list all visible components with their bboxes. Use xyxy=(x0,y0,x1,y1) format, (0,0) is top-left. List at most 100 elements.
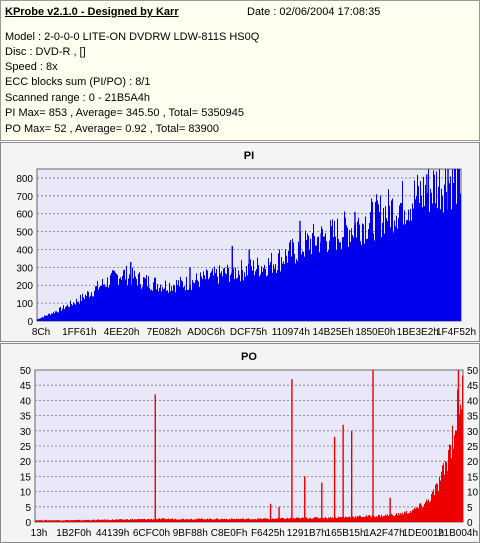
pi-chart: PI 0 100 200 300 400 500 600 700 800 8Ch 1FF61h 4EE2… xyxy=(16,150,476,338)
series-bar xyxy=(339,517,340,522)
spike-bar xyxy=(154,394,156,522)
series-bar xyxy=(331,226,332,321)
series-bar xyxy=(80,520,81,522)
chart-title: PO xyxy=(241,351,257,363)
series-bar xyxy=(231,272,232,321)
series-bar xyxy=(98,289,99,321)
series-bar xyxy=(333,237,334,321)
series-bar xyxy=(176,519,177,522)
y-tick-label: 400 xyxy=(16,245,33,256)
series-bar xyxy=(220,519,221,522)
series-bar xyxy=(211,271,212,321)
series-bar xyxy=(47,520,48,522)
series-bar xyxy=(177,519,178,522)
series-bar xyxy=(179,286,180,321)
series-bar xyxy=(159,287,160,321)
series-bar xyxy=(263,518,264,522)
series-bar xyxy=(317,237,318,321)
series-bar xyxy=(459,414,460,522)
series-bar xyxy=(210,273,211,321)
y-tick-label: 20 xyxy=(20,457,32,468)
series-bar xyxy=(298,241,299,321)
spike-bar xyxy=(304,476,306,522)
x-tick-label: 1FF61h xyxy=(62,327,96,338)
series-bar xyxy=(122,275,123,321)
series-bar xyxy=(105,286,106,321)
series-bar xyxy=(347,517,348,522)
series-bar xyxy=(285,249,286,321)
series-bar xyxy=(114,270,115,321)
y-tick-label-right: 15 xyxy=(467,472,479,483)
series-bar xyxy=(39,318,40,321)
series-bar xyxy=(382,516,383,522)
series-bar xyxy=(371,198,372,321)
series-bar xyxy=(366,515,367,522)
series-bar xyxy=(55,311,56,321)
series-bar xyxy=(121,519,122,522)
series-bar xyxy=(152,290,153,321)
series-bar xyxy=(117,519,118,522)
series-bar xyxy=(246,265,247,321)
series-bar xyxy=(101,520,102,522)
series-bar xyxy=(201,276,202,321)
series-bar xyxy=(305,518,306,522)
series-bar xyxy=(139,519,140,522)
series-bar xyxy=(251,266,252,321)
series-bar xyxy=(299,517,300,522)
series-bar xyxy=(257,518,258,522)
series-bar xyxy=(380,516,381,522)
series-bar xyxy=(293,517,294,522)
series-bar xyxy=(45,519,46,522)
ecc-line: ECC blocks sum (PI/PO) : 8/1 xyxy=(5,76,151,88)
series-bar xyxy=(294,253,295,321)
series-bar xyxy=(460,404,461,522)
series-bar xyxy=(428,169,429,321)
series-bar xyxy=(359,224,360,321)
series-bar xyxy=(144,518,145,522)
series-bar xyxy=(456,430,457,522)
series-bar xyxy=(92,519,93,522)
series-bar xyxy=(446,462,447,522)
scan-date: Date : 02/06/2004 17:08:35 xyxy=(247,6,381,18)
series-bar xyxy=(263,267,264,321)
series-bar xyxy=(400,512,401,522)
y-tick-label: 10 xyxy=(20,488,32,499)
series-bar xyxy=(171,286,172,321)
series-bar xyxy=(379,515,380,522)
series-bar xyxy=(158,291,159,321)
series-bar xyxy=(397,515,398,522)
series-bar xyxy=(392,198,393,321)
series-bar xyxy=(282,517,283,522)
series-bar xyxy=(61,520,62,522)
series-bar xyxy=(197,519,198,522)
series-bar xyxy=(191,290,192,321)
series-bar xyxy=(253,260,254,321)
series-bar xyxy=(401,514,402,522)
series-bar xyxy=(208,519,209,522)
series-bar xyxy=(414,507,415,522)
speed-line: Speed : 8x xyxy=(5,61,58,73)
series-bar xyxy=(182,281,183,321)
series-bar xyxy=(303,517,304,522)
series-bar xyxy=(140,284,141,321)
series-bar xyxy=(398,218,399,321)
series-bar xyxy=(103,520,104,522)
series-bar xyxy=(341,249,342,321)
series-bar xyxy=(365,516,366,522)
series-bar xyxy=(338,239,339,321)
x-tick-label: 1B2F0h xyxy=(56,528,91,539)
series-bar xyxy=(310,517,311,522)
series-bar xyxy=(411,512,412,522)
series-bar xyxy=(78,519,79,522)
series-bar xyxy=(246,519,247,522)
series-bar xyxy=(162,287,163,321)
series-bar xyxy=(288,250,289,321)
series-bar xyxy=(364,243,365,321)
series-bar xyxy=(363,516,364,522)
series-bar xyxy=(372,201,373,321)
series-bar xyxy=(399,514,400,522)
series-bar xyxy=(112,270,113,321)
series-bar xyxy=(225,519,226,522)
series-bar xyxy=(47,315,48,321)
series-bar xyxy=(115,519,116,522)
